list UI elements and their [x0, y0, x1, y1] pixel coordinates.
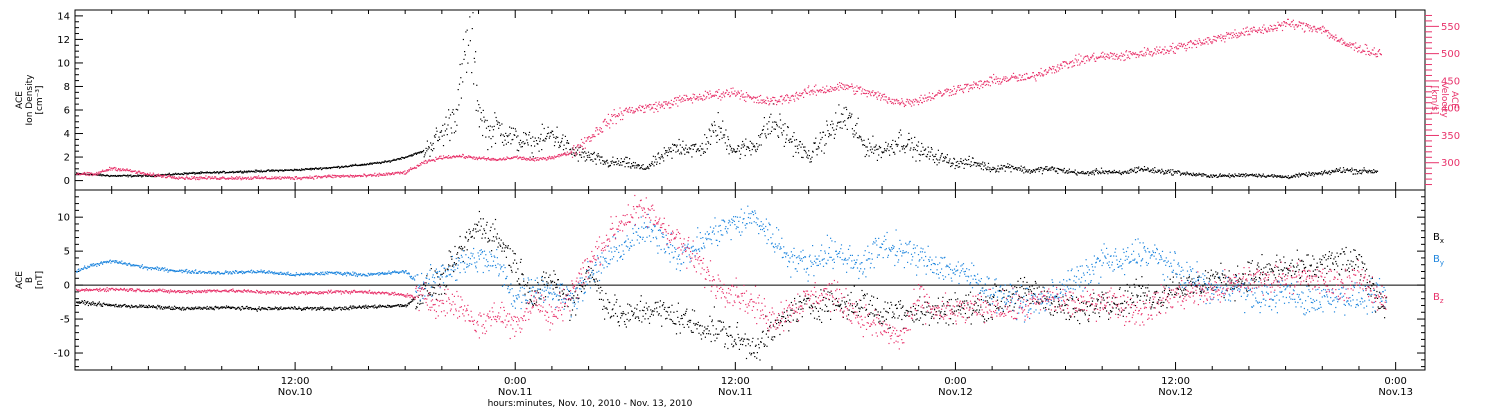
date-tick-label: Nov.12 [1158, 387, 1193, 398]
legend-entry-by: By [1433, 254, 1444, 267]
time-tick-label: 12:00 [281, 376, 310, 387]
legend-label: B [1433, 292, 1440, 303]
density-tick-label: 8 [64, 82, 70, 93]
velocity-series [76, 18, 1382, 181]
legend-subscript: x [1440, 237, 1444, 245]
velocity-axis-title-line: ACE [1449, 91, 1459, 109]
density-axis-title: ACEIon Density[cm⁻³] [15, 74, 45, 126]
velocity-tick-label: 350 [1441, 131, 1460, 142]
date-tick-label: Nov.10 [278, 387, 313, 398]
velocity-axis-title-line: Velocity [1439, 82, 1449, 118]
velocity-axis-title-line: [km/s] [1429, 86, 1439, 115]
x-axis-title: hours:minutes, Nov. 10, 2010 - Nov. 13, … [488, 399, 693, 409]
density-tick-label: 6 [64, 106, 70, 117]
top-plot-frame [74, 9, 1426, 191]
velocity-tick-label: 450 [1441, 76, 1460, 87]
legend-subscript: y [1440, 259, 1444, 267]
time-tick-label: 12:00 [721, 376, 750, 387]
legend-label: B [1433, 232, 1440, 243]
density-axis-title-line: ACE [15, 91, 25, 109]
density-tick-label: 14 [57, 11, 70, 22]
time-tick-label: 0:00 [1384, 376, 1406, 387]
density-axis-title-line: Ion Density [25, 74, 35, 126]
date-tick-label: Nov.11 [718, 387, 753, 398]
velocity-tick-label: 400 [1441, 104, 1460, 115]
density-tick-label: 12 [57, 35, 70, 46]
velocity-tick-label: 500 [1441, 49, 1460, 60]
velocity-tick-label: 300 [1441, 158, 1460, 169]
legend-entry-bz: Bz [1433, 292, 1444, 305]
time-tick-label: 0:00 [944, 376, 966, 387]
top-data [76, 12, 1382, 181]
b-x-series [76, 210, 1388, 361]
b-y-series [76, 205, 1388, 323]
density-tick-label: 0 [64, 176, 70, 187]
time-tick-label: 12:00 [1161, 376, 1190, 387]
bfield-tick-label: -10 [54, 349, 70, 360]
bfield-tick-label: 0 [64, 281, 70, 292]
bfield-tick-label: 10 [57, 213, 70, 224]
bottom-plot-frame [74, 189, 1426, 371]
legend-subscript: z [1440, 297, 1444, 305]
legend-label: B [1433, 254, 1440, 265]
bfield-axis-title-line: [nT] [35, 271, 45, 289]
bfield-tick-label: -5 [60, 315, 70, 326]
date-tick-label: Nov.12 [938, 387, 973, 398]
density-tick-label: 2 [64, 153, 70, 164]
bottom-data [76, 194, 1388, 361]
date-tick-label: Nov.11 [498, 387, 533, 398]
time-tick-label: 0:00 [504, 376, 526, 387]
velocity-tick-label: 550 [1441, 22, 1460, 33]
density-tick-label: 4 [64, 129, 70, 140]
b-z-series [76, 194, 1388, 350]
bfield-axis-title: ACEB[nT] [15, 271, 45, 289]
density-tick-label: 10 [57, 58, 70, 69]
legend-entry-bx: Bx [1433, 232, 1444, 245]
bfield-axis-title-line: B [25, 277, 35, 283]
date-tick-label: Nov.13 [1378, 387, 1413, 398]
time-axis: 12:00Nov.100:00Nov.1112:00Nov.110:00Nov.… [74, 10, 1413, 398]
bfield-tick-label: 5 [64, 247, 70, 258]
density-series [76, 12, 1379, 180]
density-axis-title-line: [cm⁻³] [35, 85, 45, 114]
bfield-axis-title-line: ACE [15, 271, 25, 289]
velocity-axis-title: ACEVelocity[km/s] [1429, 82, 1459, 118]
